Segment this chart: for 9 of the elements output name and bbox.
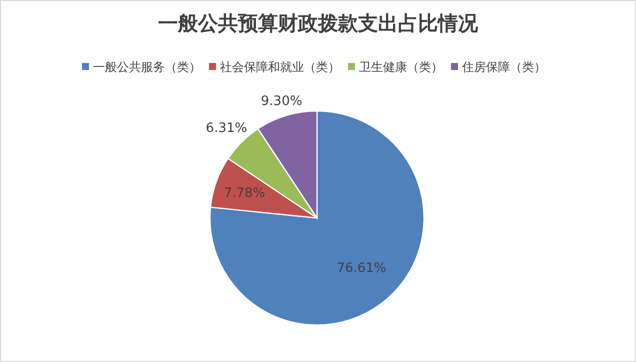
data-label: 9.30% — [260, 94, 302, 110]
data-label: 7.78% — [224, 186, 266, 201]
data-label: 76.61% — [336, 261, 386, 276]
legend-label: 社会保障和就业（类） — [220, 60, 340, 74]
chart-title: 一般公共预算财政拨款支出占比情况 — [158, 11, 479, 35]
legend-label: 一般公共服务（类） — [93, 60, 201, 74]
legend-label: 卫生健康（类） — [359, 60, 443, 74]
data-label: 6.31% — [206, 120, 248, 136]
legend-label: 住房保障（类） — [461, 60, 546, 74]
